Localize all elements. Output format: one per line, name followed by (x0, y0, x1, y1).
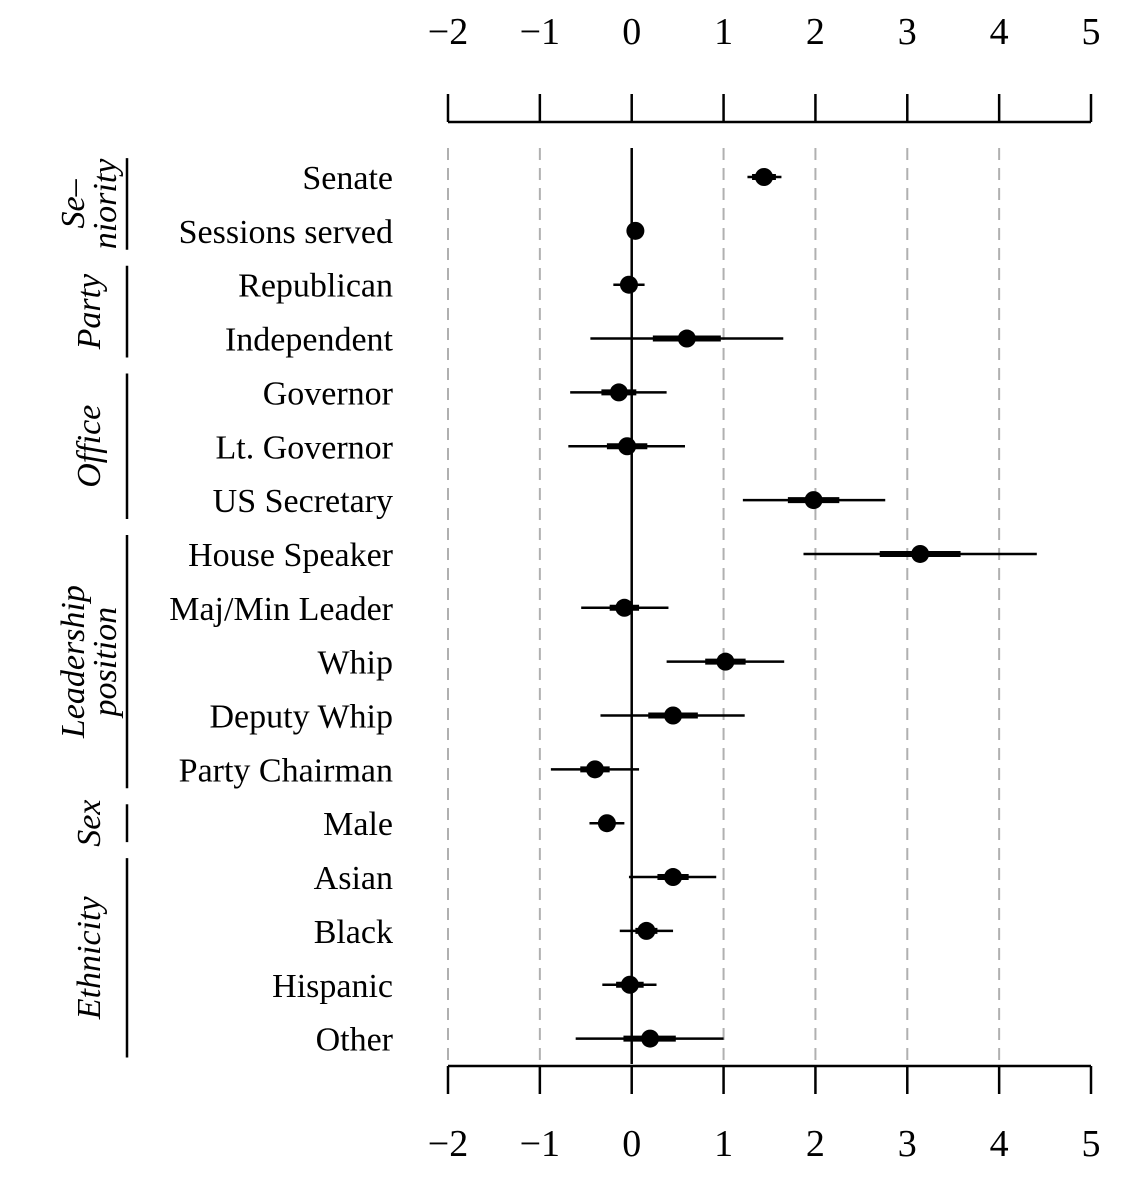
bottom-tick-label: 3 (898, 1123, 917, 1165)
group-se-niority: Se–niority (55, 158, 129, 250)
row-label-black: Black (314, 914, 393, 951)
top-tick-label: 2 (806, 11, 825, 53)
top-tick-label: 1 (714, 11, 733, 53)
bottom-tick-label: 4 (990, 1123, 1009, 1165)
top-tick-label: −2 (428, 11, 468, 53)
estimate-governor (570, 383, 667, 402)
estimate-whip (666, 652, 785, 671)
estimate-other (575, 1029, 724, 1048)
estimate-maj-min-leader (581, 598, 669, 617)
top-tick-label: 5 (1082, 11, 1101, 53)
point-estimate (615, 598, 634, 617)
bottom-tick-label: 5 (1082, 1123, 1101, 1165)
bottom-tick-label: −1 (520, 1123, 560, 1165)
estimates (550, 168, 1037, 1048)
estimate-party-chairman (550, 760, 640, 779)
row-label-hispanic: Hispanic (272, 968, 393, 1005)
bottom-tick-label: 0 (622, 1123, 641, 1165)
estimate-republican (613, 275, 645, 294)
point-estimate (664, 706, 683, 725)
point-estimate (664, 868, 683, 887)
row-label-maj-min-leader: Maj/Min Leader (169, 591, 393, 628)
axes: −2 −1 0 1 2 3 4 5 −2 −1 0 1 2 3 4 5 (428, 11, 1101, 1165)
top-tick-label: 4 (990, 11, 1009, 53)
point-estimate (597, 814, 616, 833)
row-label-house-speaker: House Speaker (188, 537, 394, 574)
group-label-text: Leadership (55, 585, 92, 739)
group-label-text: Ethnicity (71, 896, 108, 1021)
row-label-governor: Governor (263, 375, 394, 412)
point-estimate (620, 975, 639, 994)
top-tick-label: 0 (622, 11, 641, 53)
row-label-whip: Whip (317, 645, 393, 682)
bottom-tick-label: −2 (428, 1123, 468, 1165)
point-estimate (754, 168, 773, 186)
estimate-us-secretary (742, 491, 886, 510)
bottom-tick-label: 2 (806, 1123, 825, 1165)
bottom-tick-label: 1 (714, 1123, 733, 1165)
group-ethnicity: Ethnicity (71, 858, 129, 1058)
row-label-us-secretary: US Secretary (213, 483, 393, 520)
point-estimate (637, 921, 656, 940)
group-sex: Sex (71, 800, 129, 847)
group-label-text: Se– (55, 178, 92, 228)
group-party: Party (71, 265, 129, 358)
row-label-asian: Asian (314, 860, 393, 897)
point-estimate (618, 437, 637, 456)
top-tick-label: −1 (520, 11, 560, 53)
estimate-sessions-served (626, 221, 645, 240)
group-label-text: Sex (71, 800, 108, 847)
row-label-party-chairman: Party Chairman (179, 752, 393, 789)
estimate-male (589, 814, 625, 833)
estimate-senate (747, 168, 782, 186)
point-estimate (609, 383, 628, 402)
point-estimate (804, 491, 823, 510)
row-label-lt-governor: Lt. Governor (215, 429, 393, 466)
row-label-male: Male (323, 806, 393, 843)
row-label-republican: Republican (238, 268, 393, 305)
point-estimate (626, 221, 645, 240)
group-label-text: Party (71, 273, 108, 350)
point-estimate (911, 544, 930, 563)
group-label-text: position (87, 607, 124, 719)
row-labels: Senate Sessions served Republican Independe… (169, 160, 393, 1059)
group-office: Office (71, 373, 129, 520)
top-tick-label: 3 (898, 11, 917, 53)
estimate-asian (628, 868, 717, 887)
point-estimate (585, 760, 604, 779)
row-label-sessions-served: Sessions served (179, 214, 393, 251)
estimate-black (619, 921, 674, 940)
estimate-house-speaker (803, 544, 1037, 563)
group-label-text: Office (71, 405, 108, 488)
row-label-senate: Senate (302, 160, 393, 197)
row-label-deputy-whip: Deputy Whip (209, 699, 393, 736)
estimate-independent (590, 329, 784, 348)
estimate-hispanic (602, 975, 657, 994)
point-estimate (716, 652, 735, 671)
row-label-other: Other (316, 1022, 394, 1059)
row-label-independent: Independent (225, 322, 394, 359)
point-estimate (641, 1029, 660, 1048)
point-estimate (677, 329, 696, 348)
grid-lines (447, 148, 1001, 1064)
estimate-deputy-whip (600, 706, 745, 725)
group-label-text: niority (87, 158, 124, 250)
point-estimate (619, 275, 638, 294)
estimate-lt-governor (568, 437, 685, 456)
